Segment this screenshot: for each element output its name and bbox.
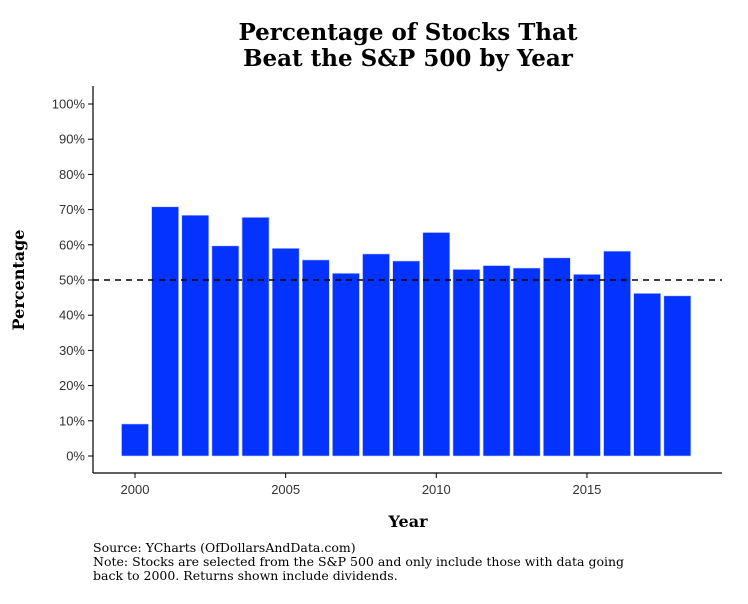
y-tick-label: 30% (59, 343, 85, 358)
y-tick-label: 70% (59, 202, 85, 217)
bar-2002 (181, 214, 210, 457)
bar-2014 (543, 257, 571, 457)
bar-2012 (482, 265, 511, 457)
bar-2003 (211, 245, 240, 457)
y-tick-label: 90% (59, 132, 85, 147)
bar-2000 (121, 423, 149, 457)
x-tick-label: 2000 (121, 482, 150, 497)
x-tick-label: 2015 (572, 482, 601, 497)
chart-title-line-1: Percentage of Stocks That (238, 19, 577, 46)
bar-2009 (392, 260, 420, 457)
bar-2016 (603, 250, 631, 457)
y-tick-label: 50% (59, 273, 85, 288)
bar-2007 (332, 273, 360, 457)
y-tick-label: 60% (59, 237, 85, 252)
source-note: Source: YCharts (OfDollarsAndData.com) (93, 540, 356, 555)
bar-2013 (512, 267, 541, 457)
bar-2008 (362, 253, 390, 457)
bar-2005 (271, 248, 300, 457)
y-tick-label: 80% (59, 167, 85, 182)
x-tick-label: 2010 (422, 482, 451, 497)
note-line-2: back to 2000. Returns shown include divi… (93, 568, 398, 583)
bar-2015 (573, 274, 601, 457)
note-line-1: Note: Stocks are selected from the S&P 5… (93, 554, 624, 569)
x-tick-label: 2005 (271, 482, 300, 497)
bar-2004 (241, 217, 270, 457)
x-axis-label: Year (387, 512, 428, 531)
bar-2011 (452, 269, 481, 457)
y-tick-label: 100% (52, 97, 86, 112)
bar-2006 (301, 259, 330, 457)
bar-2010 (422, 232, 451, 457)
chart-title-line-2: Beat the S&P 500 by Year (243, 45, 574, 72)
y-axis-label: Percentage (9, 230, 28, 331)
y-tick-label: 40% (59, 308, 85, 323)
y-tick-label: 10% (59, 413, 85, 428)
y-tick-label: 0% (66, 449, 85, 464)
bar-2017 (633, 293, 662, 457)
bar-2001 (151, 206, 179, 457)
y-tick-label: 20% (59, 378, 85, 393)
bar-2018 (663, 295, 692, 457)
